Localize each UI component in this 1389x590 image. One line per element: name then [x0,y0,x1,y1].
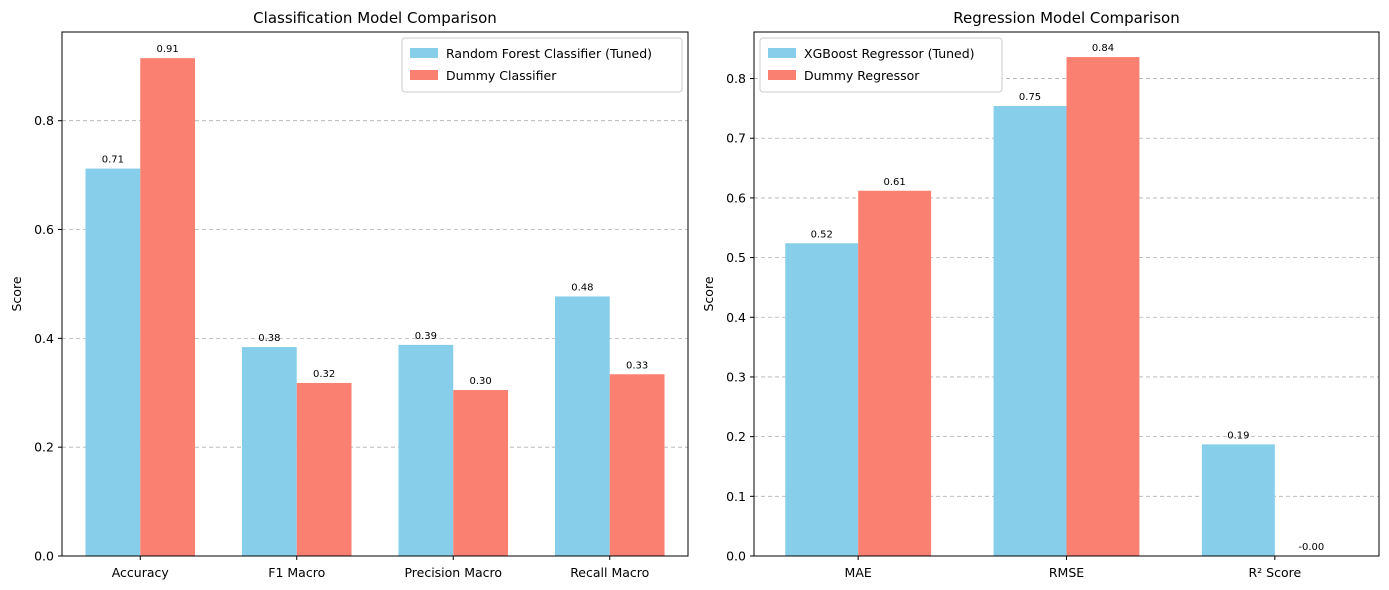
bar [1066,57,1140,556]
data-label: 0.32 [313,369,335,380]
legend-swatch [768,48,796,58]
chart-panel-1: 0.71 0.38 0.39 0.48 0.91 0.32 0.30 0.33 0.0 0.2 0.… [9,9,689,580]
y-tick-label: 0.4 [34,331,54,346]
data-label: -0.00 [1298,542,1324,553]
legend-swatch [768,70,796,80]
data-label: 0.84 [1092,43,1114,54]
data-label: 0.75 [1019,92,1041,103]
y-tick-label: 0.4 [726,310,746,325]
y-tick-label: 0.8 [726,71,746,86]
y-tick-label: 0.0 [726,549,746,564]
bar [140,58,196,557]
y-axis-label: Score [701,276,716,311]
y-tick-label: 0.7 [726,131,746,146]
bar [993,106,1067,557]
plot-frame [61,31,689,557]
legend-label: XGBoost Regressor (Tuned) [804,46,975,61]
bar [398,344,454,556]
legend-swatch [410,70,438,80]
y-tick-label: 0.5 [726,250,746,265]
bar [296,382,352,556]
y-tick-label: 0.6 [34,222,54,237]
x-tick-label: Recall Macro [570,565,649,580]
legend: XGBoost Regressor (Tuned) Dummy Regressor [759,37,1003,93]
bar [1201,444,1275,556]
data-label: 0.30 [470,376,492,387]
data-label: 0.19 [1227,430,1249,441]
bar [85,168,141,556]
y-tick-label: 0.2 [726,429,746,444]
y-axis-label: Score [9,276,24,311]
bar [858,190,932,556]
x-tick-label: Precision Macro [404,565,502,580]
legend-label: Dummy Regressor [804,68,920,83]
data-label: 0.61 [883,177,905,188]
bar [554,296,610,556]
legend: Random Forest Classifier (Tuned) Dummy Cl… [401,37,683,93]
data-label: 0.91 [157,44,179,55]
y-tick-label: 0.8 [34,113,54,128]
legend-swatch [410,48,438,58]
chart-title: Regression Model Comparison [953,9,1179,27]
data-label: 0.71 [102,155,124,166]
chart-title: Classification Model Comparison [253,9,497,27]
x-tick-label: F1 Macro [268,565,325,580]
x-tick-label: MAE [845,565,872,580]
x-tick-label: Accuracy [112,565,170,580]
x-tick-label: R² Score [1248,565,1301,580]
legend-label: Random Forest Classifier (Tuned) [446,46,652,61]
data-label: 0.38 [258,333,280,344]
data-label: 0.52 [811,229,833,240]
x-tick-label: RMSE [1049,565,1084,580]
data-label: 0.33 [626,360,648,371]
legend-box [759,37,1003,93]
data-label: 0.48 [571,282,593,293]
y-tick-label: 0.2 [34,440,54,455]
bar [241,347,297,556]
chart-panel-2: 0.52 0.75 0.19 0.61 0.84 -0.00 0.0 0.1 0.2 0.3 0.4… [701,9,1380,580]
data-label: 0.39 [415,331,437,342]
bar [609,374,665,556]
y-tick-label: 0.6 [726,190,746,205]
y-tick-label: 0.0 [34,549,54,564]
bar [785,243,859,557]
bar [453,390,509,556]
legend-label: Dummy Classifier [446,68,557,83]
legend-box [401,37,683,93]
y-tick-label: 0.1 [726,489,746,504]
y-tick-label: 0.3 [726,369,746,384]
